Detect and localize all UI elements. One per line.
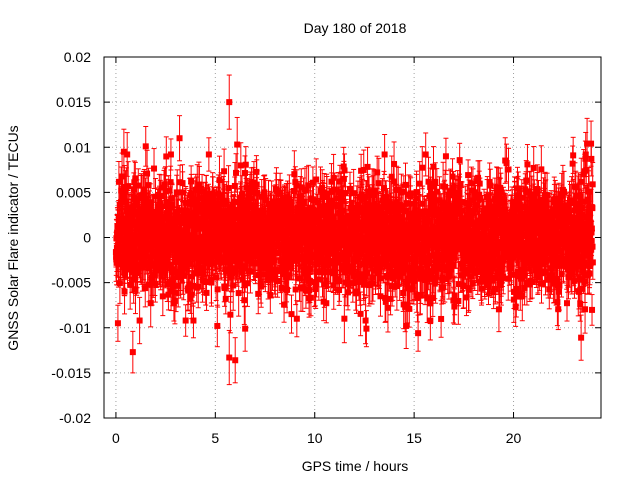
solar-flare-chart: 0 5 10 15 20-0.02-0.015-0.01-0.00500.0050.01… [5,20,602,474]
